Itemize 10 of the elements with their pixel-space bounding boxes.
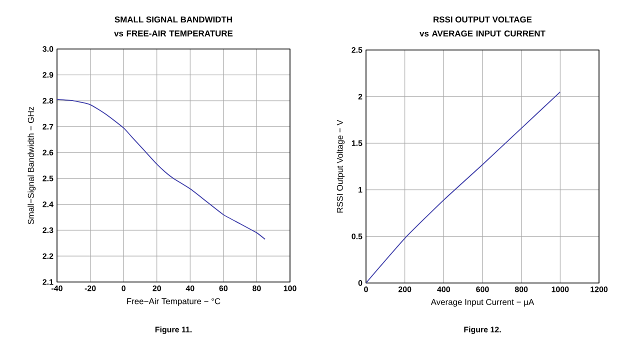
line-series — [366, 91, 561, 283]
y-axis-title: RSSI Output Voltage − V — [336, 120, 345, 213]
y-axis-title: Small−Signal Bandwidth − GHz — [28, 106, 36, 224]
line-series — [57, 99, 266, 240]
chart-subtitle: vs AVERAGE INPUT CURRENT — [420, 30, 546, 37]
chart-title: RSSI OUTPUT VOLTAGE — [434, 16, 532, 22]
x-axis-title: Free−Air Tempature − °C — [127, 298, 220, 306]
x-axis-title: Average Input Current − µA — [430, 299, 534, 307]
chart-subtitle: vs FREE-AIR TEMPERATURE — [114, 30, 233, 36]
chart-title: SMALL SIGNAL BANDWIDTH — [114, 16, 232, 22]
